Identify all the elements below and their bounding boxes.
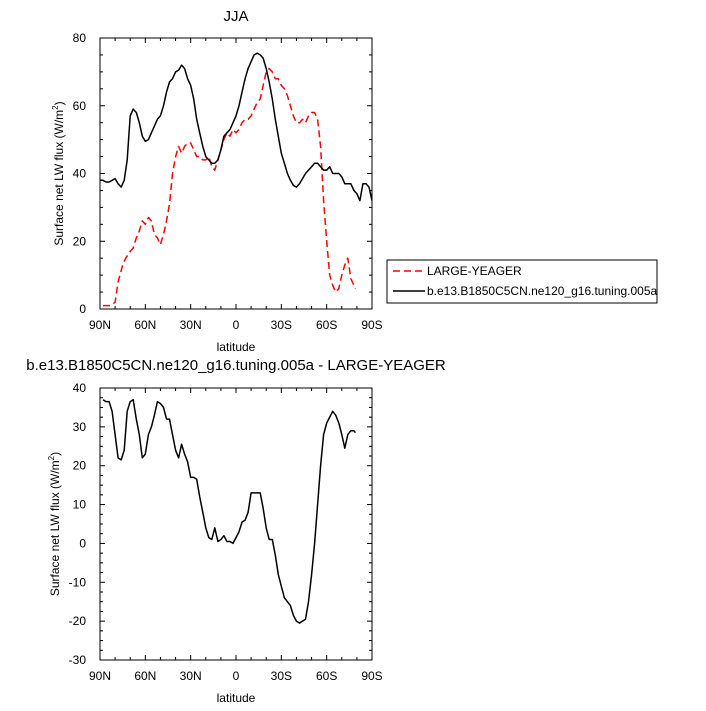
y-tick-label: -20 (69, 614, 87, 628)
chart-bottom-difference: b.e13.B1850C5CN.ne120_g16.tuning.005a - … (26, 357, 446, 705)
x-tick-label: 30S (271, 669, 292, 683)
x-tick-label: 0 (233, 318, 240, 332)
x-axis-label: latitude (217, 691, 256, 705)
x-tick-label: 0 (233, 669, 240, 683)
y-tick-label: 40 (73, 381, 87, 395)
y-tick-label: -10 (69, 575, 87, 589)
x-tick-label: 90S (361, 318, 382, 332)
x-tick-label: 90N (89, 318, 111, 332)
y-tick-label: 20 (73, 459, 87, 473)
y-axis-label-main: Surface net LW flux (W/m (48, 460, 62, 596)
y-tick-label: -30 (69, 653, 87, 667)
y-axis-label-superscript: 2 (51, 105, 60, 110)
series-line (100, 52, 373, 202)
legend-box (386, 259, 658, 304)
chart-title: b.e13.B1850C5CN.ne120_g16.tuning.005a - … (26, 357, 446, 374)
y-tick-label: 60 (73, 99, 87, 113)
plot-frame (99, 37, 373, 310)
y-axis-label: Surface net LW flux (W/m2) (51, 101, 66, 245)
y-axis-label: Surface net LW flux (W/m2) (47, 452, 62, 596)
x-tick-label: 60N (134, 318, 156, 332)
y-axis-label-end: ) (48, 452, 62, 456)
x-tick-label: 60S (316, 669, 337, 683)
x-tick-label: 30S (271, 318, 292, 332)
x-tick-label: 30N (180, 669, 202, 683)
y-tick-label: 0 (79, 536, 86, 550)
y-tick-label: 40 (73, 167, 87, 181)
y-tick-label: 30 (73, 420, 87, 434)
y-axis-label-main: Surface net LW flux (W/m (52, 110, 66, 246)
y-axis-label-superscript: 2 (47, 455, 56, 460)
y-tick-label: 20 (73, 234, 87, 248)
series-line (102, 398, 356, 624)
legend: LARGE-YEAGER b.e13.B1850C5CN.ne120_g16.tu… (386, 259, 658, 304)
chart-title: JJA (223, 8, 248, 25)
plot-frame (99, 387, 373, 661)
series-line (103, 67, 357, 307)
y-axis-label-end: ) (52, 101, 66, 105)
x-tick-label: 60N (134, 669, 156, 683)
legend-entry: LARGE-YEAGER (427, 264, 522, 278)
legend-entry: b.e13.B1850C5CN.ne120_g16.tuning.005a (427, 284, 658, 298)
x-axis-label: latitude (217, 340, 256, 354)
x-tick-label: 90N (89, 669, 111, 683)
x-tick-label: 30N (180, 318, 202, 332)
x-tick-label: 90S (361, 669, 382, 683)
y-tick-label: 0 (79, 302, 86, 316)
y-tick-label: 10 (73, 498, 87, 512)
chart-top-jja: JJA 90N 60N 30N 0 30S 60S 90S 0 20 40 60 80 latitude S… (51, 8, 658, 354)
y-tick-label: 80 (73, 31, 87, 45)
x-tick-label: 60S (316, 318, 337, 332)
